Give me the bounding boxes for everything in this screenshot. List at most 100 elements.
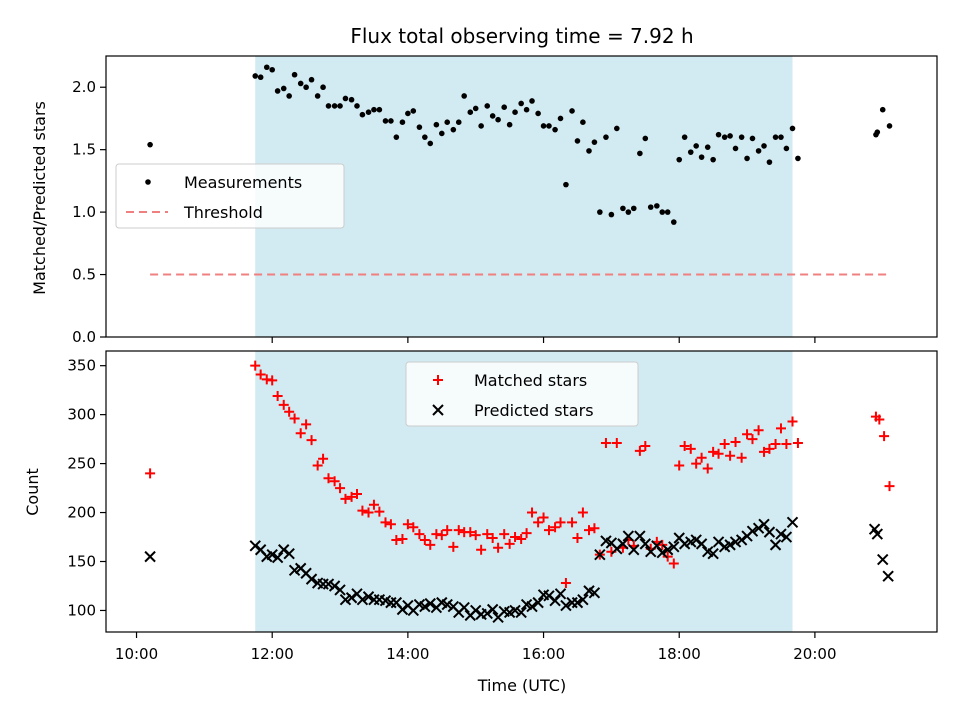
data-point — [708, 446, 719, 457]
data-point — [676, 156, 683, 163]
top-legend: Measurements Threshold — [115, 163, 345, 229]
data-point — [416, 124, 423, 130]
data-point — [368, 499, 379, 510]
data-point — [351, 488, 362, 499]
legend-marker-plus — [433, 375, 443, 385]
data-point — [382, 118, 389, 124]
data-point — [637, 150, 643, 157]
bottom-y-tick-label: 200 — [67, 504, 96, 522]
data-point — [546, 123, 552, 129]
data-point — [707, 547, 719, 560]
data-point — [354, 103, 360, 109]
data-point — [314, 93, 321, 99]
data-point — [489, 113, 496, 119]
data-point — [301, 419, 312, 430]
data-point — [574, 138, 581, 144]
data-point — [467, 109, 474, 115]
data-point — [533, 517, 544, 528]
bottom-x-tick-label: 10:00 — [115, 645, 158, 663]
data-point — [291, 71, 298, 78]
bottom-axes-frame — [105, 350, 938, 633]
data-point — [476, 544, 487, 555]
data-point — [436, 530, 447, 541]
data-point — [656, 546, 668, 559]
data-point — [450, 126, 457, 133]
data-point — [481, 607, 493, 620]
data-point — [625, 209, 632, 215]
data-point — [560, 599, 572, 612]
data-point — [713, 448, 724, 459]
data-point — [594, 548, 606, 561]
data-point — [789, 125, 796, 132]
data-point — [583, 525, 594, 536]
data-point — [363, 507, 374, 518]
data-point — [337, 103, 343, 109]
data-point — [278, 399, 289, 410]
data-point — [761, 143, 767, 149]
data-point — [501, 104, 508, 111]
data-point — [780, 531, 793, 543]
data-point — [303, 84, 309, 91]
data-point — [884, 481, 895, 492]
data-point — [535, 110, 541, 117]
data-point — [340, 493, 351, 504]
data-point — [472, 105, 479, 112]
data-point — [775, 528, 787, 540]
data-point — [523, 106, 530, 113]
bottom-y-axis-label: Count — [23, 468, 42, 516]
bottom-y-tick-label: 150 — [67, 553, 96, 571]
data-point — [348, 96, 355, 103]
data-point — [312, 460, 323, 471]
data-point — [710, 156, 716, 163]
data-point — [271, 551, 284, 564]
data-point — [147, 141, 153, 148]
data-point — [679, 440, 690, 451]
data-point — [493, 542, 504, 553]
data-point — [484, 103, 491, 109]
top-y-tick-label: 1.5 — [72, 141, 96, 159]
data-point — [297, 80, 304, 87]
data-point — [371, 106, 377, 113]
data-point — [772, 134, 779, 140]
data-point — [755, 148, 762, 154]
data-point — [662, 551, 673, 562]
data-point — [877, 553, 889, 566]
data-point — [478, 123, 484, 129]
data-point — [687, 149, 694, 155]
data-point — [603, 134, 609, 140]
data-point — [786, 516, 799, 529]
data-point — [577, 593, 589, 606]
data-point — [681, 134, 688, 140]
data-point — [719, 439, 730, 450]
data-point — [284, 406, 295, 417]
legend-entry-label: Matched stars — [474, 371, 587, 390]
bottom-y-tick-label: 250 — [67, 455, 96, 473]
chart-title: Flux total observing time = 7.92 h — [350, 24, 693, 48]
data-point — [879, 106, 886, 113]
data-point — [266, 548, 278, 561]
data-point — [306, 435, 317, 446]
top-axes-frame — [105, 55, 938, 338]
data-point — [668, 558, 679, 569]
data-point — [543, 525, 554, 536]
data-point — [465, 527, 476, 538]
data-point — [334, 584, 346, 596]
data-point — [538, 512, 549, 523]
data-point — [408, 522, 419, 533]
data-point — [620, 205, 626, 212]
legend-entry-label: Predicted stars — [474, 401, 594, 420]
legend-marker-x — [432, 404, 444, 416]
bottom-x-tick-label: 12:00 — [251, 645, 294, 663]
data-point — [642, 135, 649, 142]
data-point — [455, 119, 462, 125]
data-point — [744, 155, 750, 162]
data-point — [670, 219, 677, 225]
bottom-legend: Matched stars Predicted stars — [405, 361, 639, 427]
data-point — [399, 119, 406, 125]
data-point — [444, 119, 451, 125]
data-point — [335, 483, 346, 494]
data-point — [778, 134, 784, 140]
data-point — [512, 109, 518, 115]
data-point — [882, 570, 894, 582]
